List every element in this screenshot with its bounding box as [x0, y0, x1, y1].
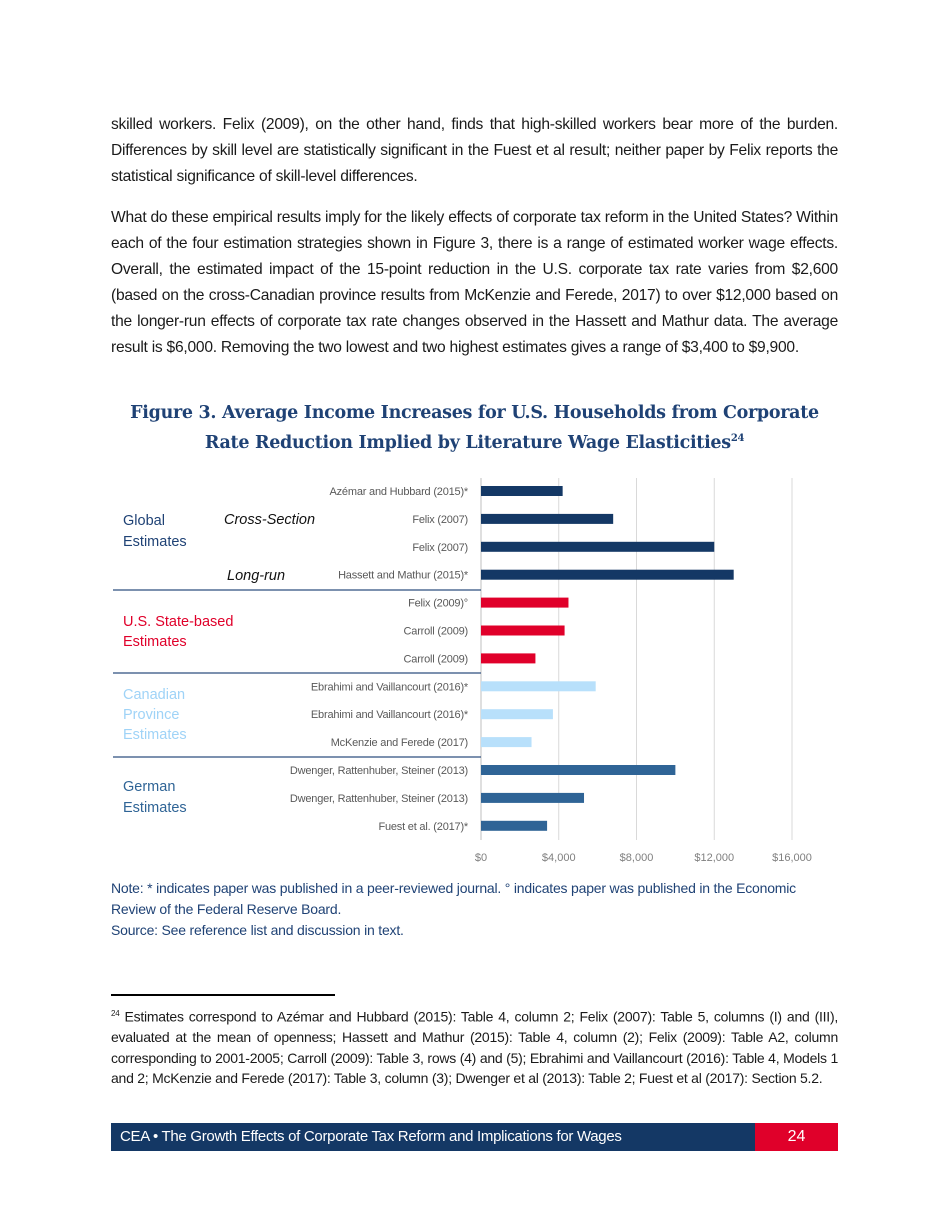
bar — [481, 486, 563, 496]
group-label: German Estimates — [123, 779, 187, 816]
category-label: McKenzie and Ferede (2017) — [331, 737, 468, 749]
bar — [481, 709, 553, 720]
bar — [481, 765, 676, 775]
x-tick-label: $12,000 — [694, 852, 734, 864]
group-label: Canadian Province Estimates — [123, 687, 187, 743]
body-paragraph: What do these empirical results imply fo… — [111, 209, 838, 356]
footnote-number: 24 — [111, 1009, 120, 1018]
footer-title: CEA • The Growth Effects of Corporate Ta… — [120, 1128, 622, 1145]
group-label-line: Global — [123, 513, 165, 529]
bar — [481, 820, 548, 831]
figure-title-text: Figure 3. Average Income Increases for U… — [130, 403, 819, 453]
category-label: Dwenger, Rattenhuber, Steiner (2013) — [290, 765, 468, 777]
category-label: Carroll (2009) — [404, 653, 468, 665]
group-label-line: Estimates — [123, 634, 187, 650]
bar — [481, 513, 614, 524]
category-label: Ebrahimi and Vaillancourt (2016)* — [311, 709, 469, 721]
group-label-line: German — [123, 779, 175, 795]
x-tick-label: $0 — [475, 852, 487, 864]
category-label: Dwenger, Rattenhuber, Steiner (2013) — [290, 793, 468, 805]
category-label: Hassett and Mathur (2015)* — [338, 570, 469, 582]
page-footer: CEA • The Growth Effects of Corporate Ta… — [111, 1123, 838, 1151]
bar — [481, 597, 569, 608]
bar — [481, 653, 536, 664]
group-label: Global Estimates — [123, 513, 187, 550]
category-label: Carroll (2009) — [404, 626, 468, 638]
x-tick-label: $8,000 — [620, 852, 654, 864]
category-label: Felix (2007) — [412, 514, 468, 526]
footnote-text: Estimates correspond to Azémar and Hubba… — [111, 1008, 838, 1087]
group-label-line: Estimates — [123, 800, 187, 816]
bar — [481, 737, 532, 748]
figure-note: Note: * indicates paper was published in… — [111, 880, 796, 917]
body-paragraph: skilled workers. Felix (2009), on the ot… — [111, 116, 838, 185]
bar — [481, 541, 715, 552]
x-tick-label: $16,000 — [772, 852, 812, 864]
footnote: 24 Estimates correspond to Azémar and Hu… — [111, 1004, 838, 1089]
group-label-line: Estimates — [123, 534, 187, 550]
bar — [481, 792, 585, 803]
sub-label-long-run: Long-run — [227, 568, 285, 584]
bar — [481, 681, 596, 692]
group-label-line: Province — [123, 707, 179, 723]
category-label: Felix (2007) — [412, 542, 468, 554]
page-number: 24 — [755, 1123, 838, 1151]
group-label-line: Estimates — [123, 727, 187, 743]
group-label-line: U.S. State-based — [123, 614, 233, 630]
figure-source: Source: See reference list and discussio… — [111, 922, 404, 938]
figure-title: Figure 3. Average Income Increases for U… — [111, 400, 838, 456]
footnote-divider — [111, 994, 335, 996]
category-label: Felix (2009)° — [408, 598, 468, 610]
group-label: U.S. State-based Estimates — [123, 614, 233, 650]
sub-label-cross-section: Cross-Section — [224, 512, 315, 528]
category-label: Fuest et al. (2017)* — [378, 821, 468, 833]
footnote-ref: 24 — [730, 433, 745, 444]
category-label: Ebrahimi and Vaillancourt (2016)* — [311, 681, 469, 693]
bar — [481, 625, 565, 636]
category-label: Azémar and Hubbard (2015)* — [330, 486, 469, 498]
bar — [481, 569, 734, 580]
x-tick-label: $4,000 — [542, 852, 576, 864]
group-label-line: Canadian — [123, 687, 185, 703]
